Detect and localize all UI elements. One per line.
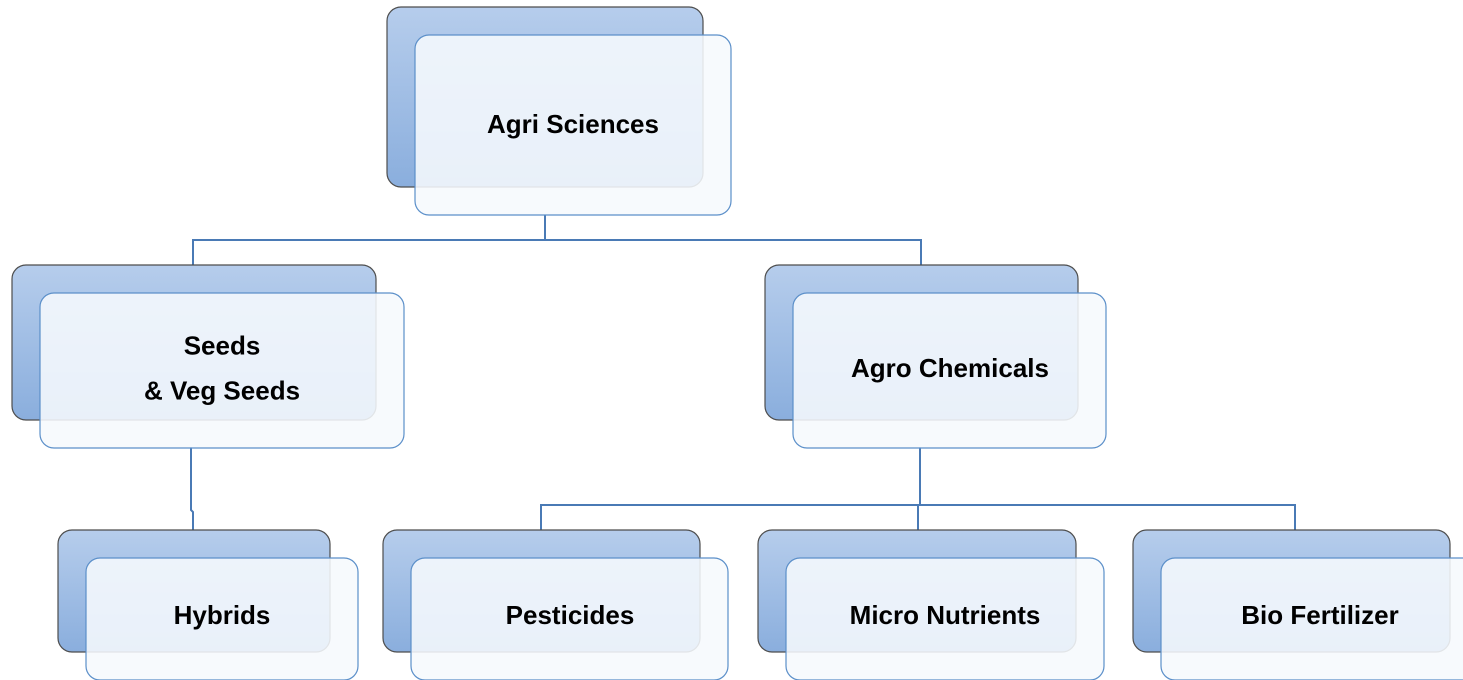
node-label: Bio Fertilizer (1241, 600, 1398, 630)
connector (190, 447, 194, 530)
node: Bio Fertilizer (1132, 529, 1463, 680)
connectors (190, 215, 1296, 530)
node: Agro Chemicals (764, 264, 1107, 449)
node-front (414, 34, 732, 216)
node-label: Hybrids (174, 600, 271, 630)
node-label: Agri Sciences (487, 109, 659, 139)
node: Hybrids (57, 529, 359, 680)
node-front (792, 292, 1107, 449)
node-front (410, 557, 729, 680)
node-label: Micro Nutrients (850, 600, 1041, 630)
nodes: Agri Sciences Seeds & Veg Seeds Agro Chemic… (11, 6, 1463, 680)
node-label: Seeds (184, 330, 261, 360)
node: Seeds & Veg Seeds (11, 264, 405, 449)
node-label: Pesticides (506, 600, 635, 630)
node-front (1160, 557, 1463, 680)
node-front (785, 557, 1105, 680)
node: Agri Sciences (386, 6, 732, 216)
node-front (85, 557, 359, 680)
node-label: Agro Chemicals (851, 353, 1049, 383)
connector (192, 239, 922, 265)
node: Micro Nutrients (757, 529, 1105, 680)
node: Pesticides (382, 529, 729, 680)
node-label: & Veg Seeds (144, 375, 300, 405)
node-front (39, 292, 405, 449)
